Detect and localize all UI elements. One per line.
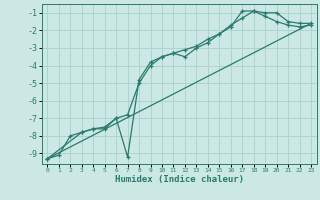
X-axis label: Humidex (Indice chaleur): Humidex (Indice chaleur) (115, 175, 244, 184)
